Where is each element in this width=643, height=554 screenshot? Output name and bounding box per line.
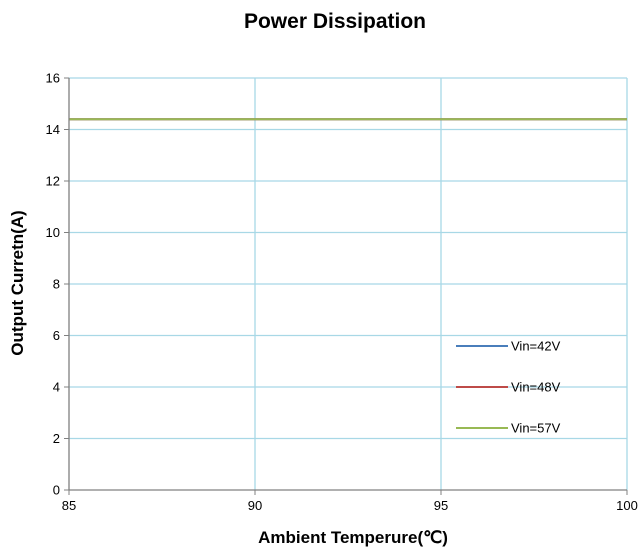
tick-labels: 0 2 4 6 8 10 12 14 16 85 90 95 100 <box>46 71 638 514</box>
grid-lines <box>69 77 628 490</box>
y-axis-label: Output Curretn(A) <box>8 210 27 355</box>
x-axis-label: Ambient Temperure(℃) <box>258 528 448 547</box>
y-tick-label: 16 <box>46 71 60 86</box>
chart-title: Power Dissipation <box>244 10 426 33</box>
x-tick-label: 100 <box>616 498 638 513</box>
legend: Vin=42V Vin=48V Vin=57V <box>456 339 561 436</box>
legend-label: Vin=57V <box>511 421 561 436</box>
y-tick-label: 2 <box>53 431 60 446</box>
axes <box>64 77 628 495</box>
x-tick-label: 95 <box>434 498 448 513</box>
y-tick-label: 14 <box>46 122 60 137</box>
legend-label: Vin=42V <box>511 339 561 354</box>
x-tick-label: 85 <box>62 498 76 513</box>
y-tick-label: 12 <box>46 174 60 189</box>
x-tick-label: 90 <box>248 498 262 513</box>
y-tick-label: 0 <box>53 483 60 498</box>
legend-label: Vin=48V <box>511 380 561 395</box>
y-tick-label: 10 <box>46 225 60 240</box>
y-tick-label: 6 <box>53 328 60 343</box>
y-tick-label: 8 <box>53 277 60 292</box>
y-tick-label: 4 <box>53 380 60 395</box>
